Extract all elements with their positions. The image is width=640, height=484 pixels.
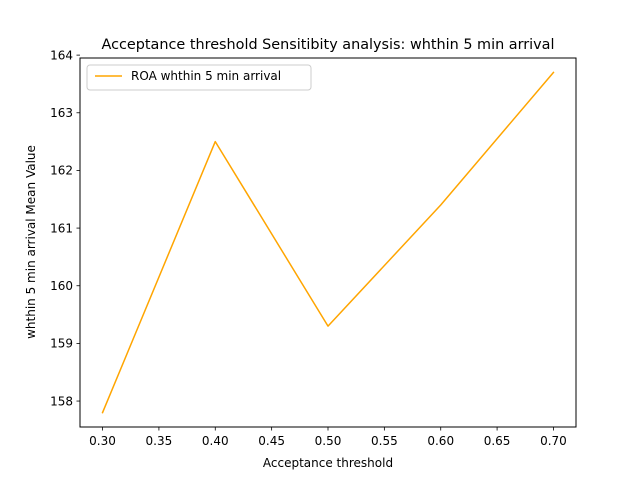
y-tick-label: 163 (50, 106, 73, 120)
x-tick-label: 0.55 (371, 434, 398, 448)
legend-box (86, 64, 312, 91)
y-tick-label: 164 (50, 48, 73, 62)
x-tick-label: 0.50 (315, 434, 342, 448)
y-tick-label: 162 (50, 164, 73, 178)
legend-label: ROA whthin 5 min arrival (131, 69, 281, 83)
x-axis-label: Acceptance threshold (263, 456, 393, 470)
y-tick-label: 158 (50, 394, 73, 408)
series-line (101, 71, 555, 414)
y-axis-ticks: 158 159 160 161 162 163 164 (50, 48, 80, 408)
x-tick-label: 0.45 (258, 434, 285, 448)
y-tick-label: 160 (50, 279, 73, 293)
y-tick-label: 161 (50, 221, 73, 235)
legend: ROA whthin 5 min arrival (86, 64, 312, 91)
y-axis-label: whthin 5 min arrival Mean Value (24, 145, 38, 339)
y-tick-label: 159 (50, 337, 73, 351)
x-tick-label: 0.60 (427, 434, 454, 448)
x-axis-ticks: 0.30 0.35 0.40 0.45 0.50 0.55 0.60 0.65 0.70 (89, 427, 567, 448)
chart-title: Acceptance threshold Sensitibity analysi… (102, 37, 555, 53)
x-tick-label: 0.30 (89, 434, 116, 448)
series-lines (101, 71, 555, 414)
plot-area-frame (79, 57, 577, 428)
x-tick-label: 0.35 (146, 434, 173, 448)
x-tick-label: 0.40 (202, 434, 229, 448)
x-tick-label: 0.65 (484, 434, 511, 448)
x-tick-label: 0.70 (540, 434, 567, 448)
